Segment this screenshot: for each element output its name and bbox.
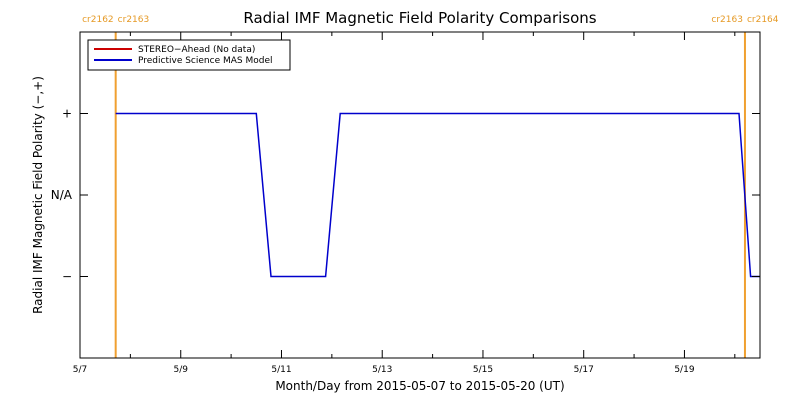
y-tick-label: + xyxy=(62,107,72,121)
axes: 5/7 5/9 5/11 5/13 5/15 5/17 5/19 + N/A − xyxy=(51,32,760,375)
x-tick-label: 5/19 xyxy=(674,365,694,375)
carrington-label-before: cr2163 xyxy=(711,15,743,25)
x-tick-label: 5/9 xyxy=(173,365,188,375)
carrington-label-after: cr2163 xyxy=(118,15,150,25)
x-tick-label: 5/15 xyxy=(473,365,493,375)
y-tick-label: N/A xyxy=(51,188,73,202)
legend-label: STEREO−Ahead (No data) xyxy=(138,45,255,55)
y-tick-label: − xyxy=(62,270,72,284)
x-tick-label: 5/7 xyxy=(73,365,87,375)
x-axis-label: Month/Day from 2015-05-07 to 2015-05-20 … xyxy=(275,379,564,393)
carrington-label-after: cr2164 xyxy=(747,15,779,25)
series-lines xyxy=(115,112,760,278)
y-axis-label: Radial IMF Magnetic Field Polarity (−,+) xyxy=(31,76,45,314)
legend-box xyxy=(87,39,291,71)
x-tick-label: 5/11 xyxy=(271,365,291,375)
x-tick-label: 5/17 xyxy=(574,365,594,375)
legend: STEREO−Ahead (No data)Predictive Science… xyxy=(87,39,291,71)
carrington-label-before: cr2162 xyxy=(82,15,114,25)
series-line-mas-model xyxy=(115,112,760,278)
legend-label: Predictive Science MAS Model xyxy=(138,56,273,66)
x-tick-label: 5/13 xyxy=(372,365,392,375)
plot-frame xyxy=(79,31,761,359)
chart-title: Radial IMF Magnetic Field Polarity Compa… xyxy=(243,9,596,27)
